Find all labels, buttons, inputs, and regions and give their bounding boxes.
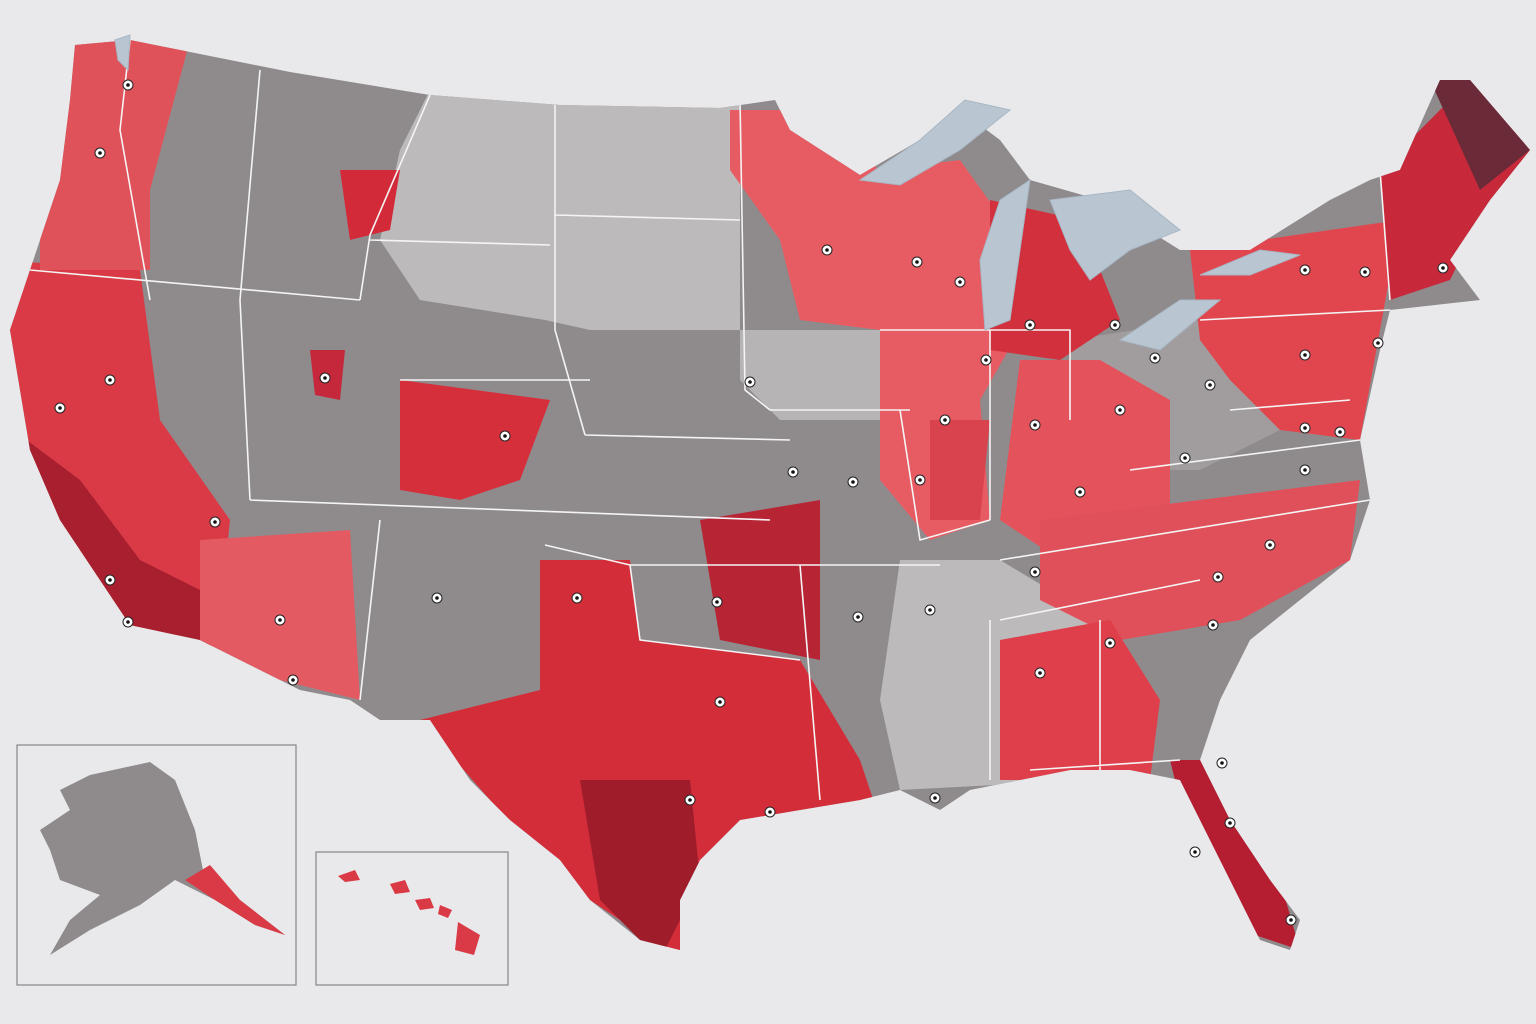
city-marker-dot [98,151,102,155]
region-red [340,170,400,240]
city-marker-dot [856,615,860,619]
island [455,922,480,955]
puget-sound [114,34,131,72]
city-marker-dot [915,260,919,264]
city-marker-dot [108,378,112,382]
city-marker-dot [1303,353,1307,357]
city-marker-dot [958,280,962,284]
city-marker-dot [1028,323,1032,327]
region-dark [580,780,700,950]
city-marker-dot [1303,426,1307,430]
city-marker-dot [718,700,722,704]
region-red [40,40,190,270]
city-marker-dot [1303,468,1307,472]
city-marker-dot [1183,456,1187,460]
city-marker-dot [575,596,579,600]
city-marker-dot [1303,268,1307,272]
city-marker-dot [1228,821,1232,825]
city-marker-dot [108,578,112,582]
city-marker-dot [1033,570,1037,574]
city-marker-dot [1211,623,1215,627]
city-marker-dot [1363,270,1367,274]
city-marker-dot [984,358,988,362]
city-marker-dot [1118,408,1122,412]
great-lakes [114,34,1301,351]
city-marker-dot [126,83,130,87]
city-marker-dot [1268,543,1272,547]
city-marker-dot [715,600,719,604]
city-marker-dot [748,380,752,384]
alaska-south [185,865,285,935]
city-markers [54,79,1449,926]
city-marker-dot [503,434,507,438]
city-marker-dot [933,796,937,800]
region-dark [700,500,820,660]
lake-ontario [1199,249,1301,276]
lake-superior [858,99,1012,186]
region-dark [1170,760,1300,950]
city-marker-dot [1376,341,1380,345]
city-marker-dot [435,596,439,600]
city-marker-dot [943,418,947,422]
city-marker-dot [58,406,62,410]
city-marker-dot [1289,918,1293,922]
city-marker-dot [1038,671,1042,675]
city-marker-dot [1033,423,1037,427]
city-marker-dot [918,478,922,482]
region-red [1040,480,1360,640]
island [415,898,434,910]
region-red [400,380,550,500]
city-marker-dot [791,470,795,474]
island [390,880,410,894]
city-marker-dot [1193,850,1197,854]
city-marker-dot [688,798,692,802]
island [338,870,360,882]
hawaii [338,870,480,955]
region-red [930,420,990,520]
island [438,905,452,918]
region-red [1000,620,1160,780]
city-marker-dot [1108,641,1112,645]
city-marker-dot [1338,430,1342,434]
city-marker-dot [1153,356,1157,360]
city-marker-dot [1441,266,1445,270]
city-marker-dot [1113,323,1117,327]
city-marker-dot [928,608,932,612]
city-marker-dot [1208,383,1212,387]
city-marker-dot [126,620,130,624]
city-marker-dot [825,248,829,252]
city-marker-dot [1220,761,1224,765]
city-marker-dot [213,520,217,524]
alaska [40,762,285,955]
lake-erie [1118,299,1222,351]
city-marker-dot [768,810,772,814]
city-marker-dot [1078,490,1082,494]
region-red [420,560,880,950]
lake-huron [1049,189,1181,281]
lake-michigan [979,178,1031,331]
city-marker-dot [291,678,295,682]
region-dark [1430,80,1530,190]
region-light [740,330,900,420]
city-marker-dot [278,618,282,622]
alaska-inset-frame [16,744,297,986]
hawaii-inset-frame [315,851,509,986]
city-marker-dot [851,480,855,484]
city-marker-dot [323,376,327,380]
state-line [29,40,1391,801]
city-marker-dot [1216,575,1220,579]
region-light [380,90,740,330]
